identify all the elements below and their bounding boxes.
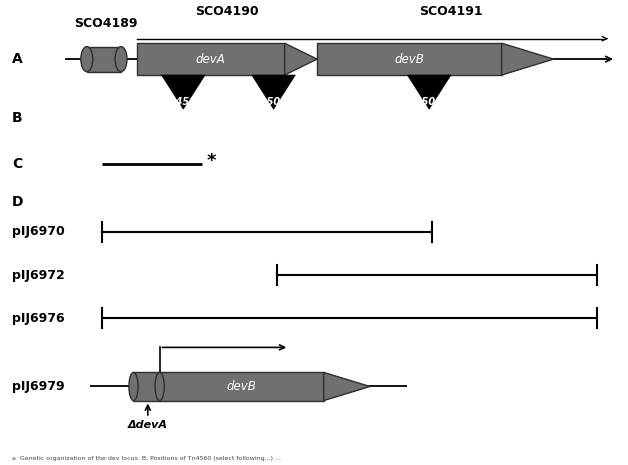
Text: A: A	[12, 52, 23, 66]
Polygon shape	[137, 43, 284, 75]
Ellipse shape	[81, 46, 93, 72]
Text: Tn4560: Tn4560	[163, 97, 203, 107]
Polygon shape	[502, 43, 554, 75]
Text: B: B	[12, 111, 23, 125]
Text: ΔdevA: ΔdevA	[128, 420, 168, 430]
Polygon shape	[161, 75, 205, 109]
Ellipse shape	[155, 372, 164, 400]
Bar	[87, 46, 121, 72]
Text: SCO4189: SCO4189	[73, 17, 138, 30]
Ellipse shape	[129, 372, 138, 400]
Text: pIJ6970: pIJ6970	[12, 226, 65, 239]
Text: Tn5062: Tn5062	[253, 97, 294, 107]
Polygon shape	[317, 43, 502, 75]
Text: D: D	[12, 195, 24, 209]
Bar	[134, 372, 160, 400]
Text: devA: devA	[196, 53, 225, 66]
Text: a  Genetic organization of the dev locus. B, Positions of Tn4560 (select followi: a Genetic organization of the dev locus.…	[12, 456, 281, 461]
Text: C: C	[12, 157, 23, 171]
Ellipse shape	[115, 46, 127, 72]
Polygon shape	[408, 75, 451, 109]
Text: Tn5062: Tn5062	[409, 97, 450, 107]
Polygon shape	[252, 75, 295, 109]
Polygon shape	[284, 43, 317, 75]
Text: SCO4190: SCO4190	[195, 5, 259, 18]
Text: *: *	[207, 153, 217, 170]
Polygon shape	[160, 372, 324, 400]
Text: pIJ6972: pIJ6972	[12, 269, 65, 282]
Text: devB: devB	[394, 53, 425, 66]
Text: pIJ6979: pIJ6979	[12, 380, 65, 393]
Text: devB: devB	[227, 380, 257, 393]
Polygon shape	[324, 372, 370, 400]
Text: pIJ6976: pIJ6976	[12, 312, 65, 325]
Text: SCO4191: SCO4191	[419, 5, 483, 18]
